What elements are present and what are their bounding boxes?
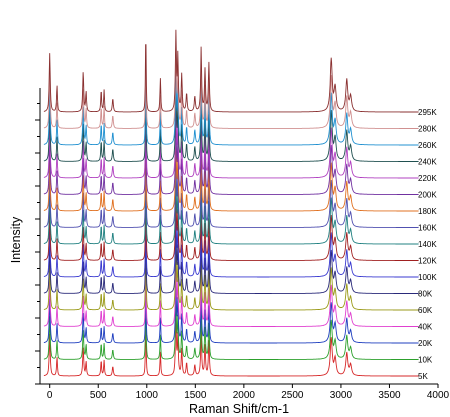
series-line-140K: [43, 173, 419, 245]
x-tick-label: 3000: [330, 390, 353, 401]
series-line-120K: [43, 191, 419, 261]
series-label-140K: 140K: [418, 240, 437, 249]
series-label-60K: 60K: [418, 306, 433, 315]
series-label-120K: 120K: [418, 257, 437, 266]
series-label-40K: 40K: [418, 323, 433, 332]
series-label-180K: 180K: [418, 207, 437, 216]
y-ticks: [35, 103, 40, 385]
series-labels: 5K 10K 20K 40K 60K 80K 100K 120K 140K 160K 180K 200…: [418, 108, 437, 381]
series-label-220K: 220K: [418, 174, 437, 183]
series-line-260K: [43, 65, 419, 146]
y-axis-title: Intensity: [9, 216, 23, 263]
series-line-20K: [43, 281, 419, 344]
series-label-260K: 260K: [418, 141, 437, 150]
series-line-40K: [43, 263, 419, 327]
x-tick-label: 4000: [427, 390, 450, 401]
series-line-80K: [43, 227, 419, 294]
series-label-200K: 200K: [418, 191, 437, 200]
x-axis-title: Raman Shift/cm-1: [189, 402, 289, 416]
series-label-5K: 5K: [418, 372, 428, 381]
x-tick-label: 1500: [184, 390, 207, 401]
series-label-160K: 160K: [418, 224, 437, 233]
series-line-295K: [43, 29, 419, 113]
series-line-180K: [43, 137, 419, 212]
series-line-100K: [43, 209, 419, 278]
series-line-5K: [43, 317, 419, 377]
series-label-80K: 80K: [418, 290, 433, 299]
x-tick-label: 500: [90, 390, 107, 401]
spectra-traces: [43, 29, 419, 377]
x-tick-label: 2500: [281, 390, 304, 401]
series-line-280K: [43, 47, 419, 129]
series-line-220K: [43, 101, 419, 179]
series-label-240K: 240K: [418, 158, 437, 167]
series-label-295K: 295K: [418, 108, 437, 117]
series-label-10K: 10K: [418, 356, 433, 365]
x-tick-label: 0: [47, 390, 53, 401]
x-tick-label: 2000: [233, 390, 256, 401]
x-tick-label: 3500: [378, 390, 401, 401]
series-label-100K: 100K: [418, 273, 437, 282]
series-label-280K: 280K: [418, 125, 437, 134]
series-label-20K: 20K: [418, 339, 433, 348]
x-tick-label: 1000: [136, 390, 159, 401]
x-ticks: 0 500 1000 1500 2000 2500 3000 3500 4000: [47, 384, 450, 401]
series-line-160K: [43, 155, 419, 228]
series-line-10K: [43, 299, 419, 360]
series-line-60K: [43, 245, 419, 311]
series-line-200K: [43, 119, 419, 195]
series-line-240K: [43, 83, 419, 162]
